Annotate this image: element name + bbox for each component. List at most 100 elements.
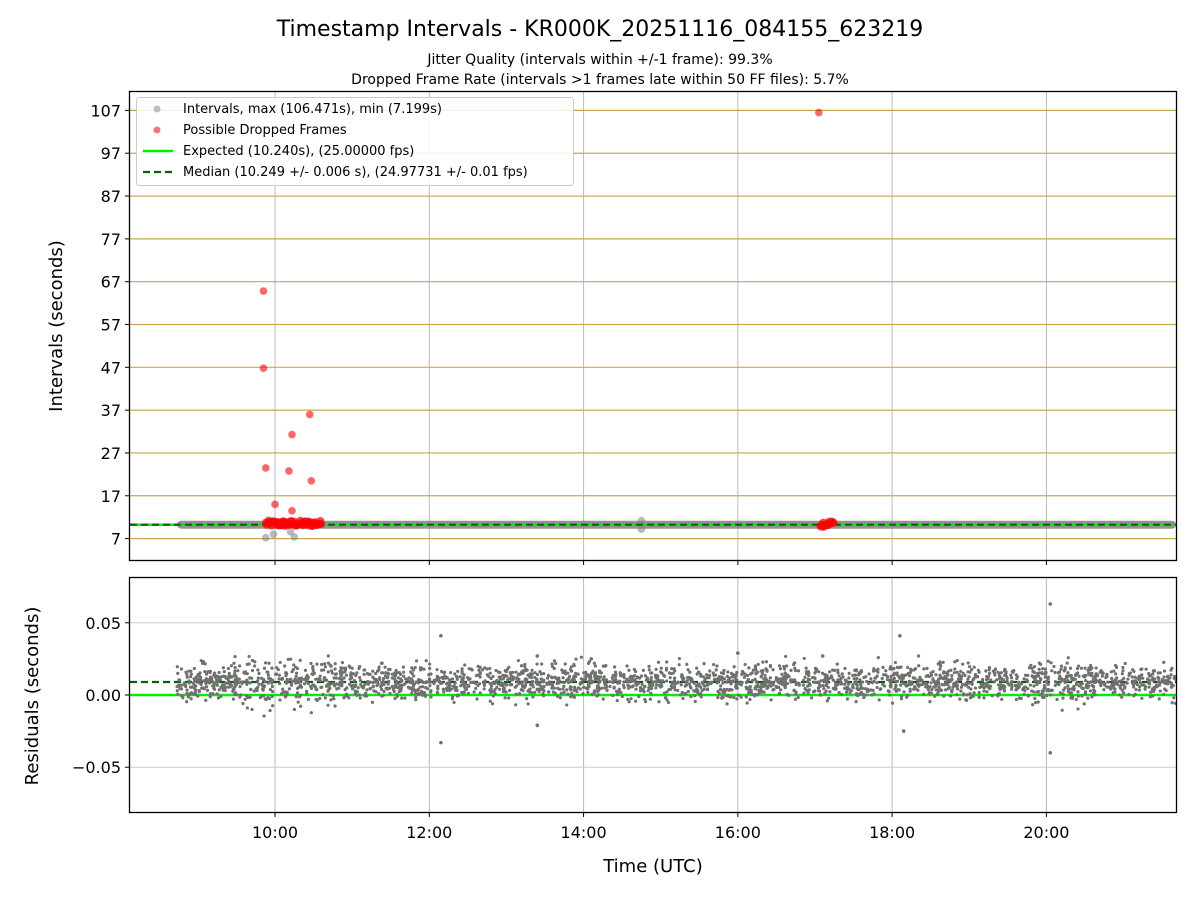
residual-point (234, 674, 238, 678)
residual-point (768, 676, 772, 680)
residual-point (871, 688, 875, 692)
residual-point (1083, 690, 1088, 694)
residual-point (514, 703, 518, 707)
residual-point (856, 673, 861, 677)
residual-point (267, 661, 271, 665)
residual-point (969, 687, 973, 691)
residual-point (638, 685, 643, 690)
residual-point (199, 682, 203, 687)
residual-point (237, 677, 241, 681)
residual-point (192, 666, 196, 671)
residual-point (958, 697, 962, 701)
residual-point (851, 673, 855, 677)
residual-point (216, 680, 220, 684)
residual-point (521, 669, 525, 673)
residual-point (864, 675, 868, 679)
residual-point (491, 694, 495, 698)
residuals-y-label: Residuals (seconds) (22, 607, 43, 786)
residual-point (480, 668, 485, 672)
residual-point (1002, 669, 1007, 673)
residual-point (220, 675, 224, 679)
residual-point (1147, 685, 1151, 689)
residual-point (957, 672, 961, 677)
residual-point (200, 686, 204, 690)
residual-point (1162, 692, 1166, 697)
residual-point (417, 677, 421, 682)
residual-point (801, 683, 806, 687)
residual-point (564, 678, 569, 683)
residual-point (1120, 695, 1124, 699)
residual-point (442, 670, 447, 674)
residual-point (867, 681, 871, 686)
residual-point (449, 687, 453, 691)
residual-point (972, 691, 976, 695)
residual-point (372, 689, 376, 693)
residual-point (1080, 694, 1084, 698)
residual-point (851, 683, 855, 687)
residual-point (942, 694, 946, 698)
residual-point (1040, 692, 1044, 696)
residual-point (973, 686, 978, 690)
residual-point (285, 677, 289, 681)
residual-point (627, 700, 631, 704)
residual-point (1060, 708, 1064, 712)
residual-point (756, 662, 760, 666)
residual-point (414, 691, 418, 696)
residual-point (971, 678, 975, 682)
residual-point (1032, 670, 1037, 675)
residual-point (557, 681, 561, 685)
residual-point (847, 671, 851, 676)
residual-point (1026, 694, 1031, 698)
residual-point (562, 690, 566, 695)
residual-point (207, 681, 212, 685)
residual-point (715, 664, 719, 668)
residual-point (899, 697, 904, 701)
residual-point (565, 703, 569, 707)
residual-point (503, 674, 508, 678)
residual-point (1022, 677, 1026, 681)
residual-point (283, 695, 287, 699)
residual-point (1162, 669, 1167, 673)
time-x-ticks: 10:00 12:00 14:00 16:00 18:00 20:00 (252, 812, 1069, 842)
residual-point (401, 674, 406, 678)
residual-point (1049, 688, 1053, 692)
residual-point (450, 677, 455, 681)
residual-point (647, 664, 651, 668)
residual-point (895, 665, 900, 670)
residual-point (1066, 674, 1070, 678)
residual-point (1031, 703, 1035, 707)
residual-point (245, 662, 249, 666)
residual-point (423, 694, 428, 698)
residual-point (569, 695, 573, 699)
residual-point (1026, 687, 1030, 691)
residual-point (710, 680, 714, 684)
residual-point (179, 683, 184, 687)
residual-point (394, 668, 398, 673)
interval-point (637, 525, 646, 533)
residual-point (245, 682, 249, 686)
residual-point (676, 680, 680, 684)
residual-point (227, 671, 231, 676)
residual-point (1010, 676, 1014, 680)
residual-point (395, 692, 399, 697)
residual-point (1024, 673, 1028, 677)
interval-point (286, 527, 295, 536)
residual-point (572, 678, 577, 682)
residual-point (185, 672, 189, 677)
residual-point (418, 685, 422, 689)
residual-point (906, 665, 910, 670)
residual-point (196, 672, 200, 677)
residual-point (502, 686, 506, 690)
residual-point (649, 691, 653, 695)
residual-point (215, 692, 219, 696)
residual-point (686, 668, 690, 672)
residual-point (1098, 682, 1103, 686)
residual-point (735, 697, 739, 701)
residual-point (988, 671, 992, 675)
residual-point (754, 668, 758, 672)
residual-point (312, 683, 316, 687)
residual-point (332, 697, 336, 701)
residual-point (371, 685, 375, 689)
residual-point (428, 666, 432, 670)
residual-point (221, 666, 225, 670)
